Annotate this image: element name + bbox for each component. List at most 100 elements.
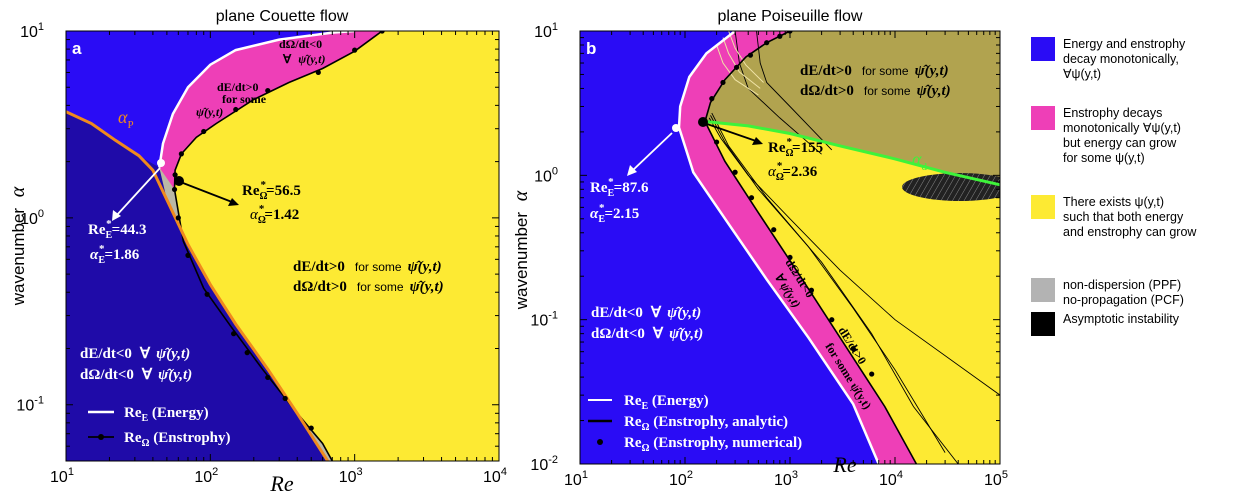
panel-b-enstrophy-marker — [869, 371, 875, 377]
panel-a-frame — [65, 30, 500, 462]
panel-b-alpha-e-value: αE*=2.15 — [590, 202, 639, 225]
panel-a-enstrophy-marker — [231, 331, 237, 337]
panel-a-alpha-om-value: αΩ*=1.42 — [250, 203, 299, 226]
panel-b-re-om-arrowhead — [752, 137, 763, 145]
panel-a-legend-energy: ReE (Energy) — [124, 405, 209, 424]
panel-a-ylabel-text: wavenumber — [9, 208, 28, 307]
panel-a-enstrophy-marker — [265, 87, 271, 94]
panel-a-alpha-p-label: αP — [118, 107, 134, 131]
panel-b-xtick: 103 — [774, 469, 798, 489]
panel-b-re-e-arrowhead — [627, 165, 637, 176]
panel-a-enstrophy-region — [159, 31, 383, 190]
panel-b-nondispersion-region — [705, 31, 1000, 185]
panel-b-ytick: 10-1 — [530, 310, 558, 330]
panel-a-legend-enstrophy: ReΩ (Enstrophy) — [124, 430, 231, 449]
legend-text: Energy and enstrophy — [1063, 37, 1186, 51]
svg-text:wavenumber α: wavenumber α — [7, 186, 29, 306]
panel-a-enstrophy-marker — [204, 291, 210, 297]
panel-b-thin-curve — [756, 31, 833, 151]
legend-text: but energy can grow — [1063, 136, 1177, 150]
panel-a-enstrophy-marker — [172, 172, 178, 178]
panel-a-pink-mid3: ψ̂(y,t) — [196, 105, 223, 119]
panel-a-enstrophy-marker — [175, 215, 181, 221]
panel-a-xtick: 102 — [194, 466, 218, 486]
panel-a-enstrophy-markers — [171, 31, 385, 431]
legend-text: decay monotonically, — [1063, 52, 1179, 66]
panel-b-enstrophy-marker — [732, 169, 738, 175]
panel-b-enstrophy-marker — [771, 227, 777, 233]
panel-b-olive-line2: dΩ/dt>0 for some ψ̂(y,t) — [800, 83, 951, 99]
panel-a-pink-mid1: dE/dt>0 — [217, 80, 259, 94]
panel-a-enstrophy-marker — [171, 186, 178, 193]
panel-a-ytick: 100 — [20, 208, 44, 228]
panel-b-enstrophy-marker — [709, 96, 715, 102]
panel-a-re-om-value: ReΩ*=56.5 — [242, 179, 301, 202]
legend-swatch — [1031, 312, 1055, 336]
panel-b-enstrophy-marker — [747, 52, 754, 58]
panel-a-enstrophy-marker — [233, 106, 239, 113]
legend-swatch — [1031, 195, 1055, 219]
panel-b-light-contour — [728, 31, 764, 83]
legend-text: Asymptotic instability — [1063, 312, 1180, 326]
panel-a-pink-mid2: for some — [222, 92, 267, 106]
legend-text: There exists ψ(y,t) — [1063, 195, 1164, 209]
panel-b-xlabel: Re — [832, 452, 856, 477]
panel-b-light-contour — [722, 37, 761, 89]
panel-b-xtick: 102 — [669, 469, 693, 489]
panel-a-xtick: 101 — [50, 466, 74, 486]
panel-b-thin-curve — [708, 117, 1000, 396]
legend-text: such that both energy — [1063, 210, 1184, 224]
panel-b-legend-energy: ReE (Energy) — [624, 393, 709, 412]
legend-text: no-propagation (PCF) — [1063, 293, 1184, 307]
panel-a-pink-upper: dΩ/dt<0 — [279, 37, 322, 51]
panel-a-re-e-arrowhead — [112, 210, 121, 221]
panel-a-xlabel: Re — [269, 471, 293, 496]
panel-a-enstrophy-marker — [308, 425, 314, 431]
legend-swatch — [1031, 37, 1055, 61]
panel-a-enstrophy-marker — [315, 69, 321, 76]
panel-b-ytick: 101 — [534, 21, 558, 41]
panel-a-blue-line2: dΩ/dt<0 ∀ ψ̂(y,t) — [80, 367, 192, 383]
legend-swatch — [1031, 278, 1055, 302]
panel-b-ylabel-symbol: α — [510, 190, 532, 201]
legend-text: Enstrophy decays — [1063, 106, 1162, 120]
panel-b-enstrophy-markers — [702, 31, 875, 377]
panel-b-enstrophy-marker — [808, 287, 815, 293]
panel-b-alpha-d-curve — [704, 120, 1000, 187]
panel-a-inset-legend: ReE (Energy) ReΩ (Enstrophy) — [88, 405, 231, 449]
panel-b-re-e-arrow — [631, 132, 673, 172]
panel-a-enstrophy-marker — [282, 395, 288, 402]
panel-a-ytick: 101 — [20, 21, 44, 41]
panel-b-enstrophy-marker — [764, 40, 770, 46]
panel-b-xtick: 104 — [879, 469, 903, 489]
panel-b-title: plane Poiseuille flow — [718, 8, 863, 25]
legend-text: and enstrophy can grow — [1063, 225, 1197, 239]
panel-a-enstrophy-marker — [178, 151, 184, 157]
panel-b-poiseuille: 101 102 103 104 105 10-2 10-1 100 101 plane Pois… — [510, 8, 1008, 489]
panel-b-enstrophy-marker — [748, 195, 755, 201]
panel-a-enstrophy-marker — [379, 31, 385, 34]
panel-b-ytick: 10-2 — [530, 454, 558, 474]
panel-a-couette: 101 102 103 104 10-1 100 101 plane Couette flo… — [7, 8, 507, 496]
panel-b-thin-curve — [711, 112, 959, 464]
panel-a-enstrophy-marker — [244, 350, 250, 356]
panel-b-ytick: 100 — [534, 165, 558, 185]
panel-a-alpha-e-value: αE*=1.86 — [90, 243, 140, 266]
panel-a-xtick: 103 — [339, 466, 363, 486]
panel-b-inset-legend: ReE (Energy) ReΩ (Enstrophy, analytic) R… — [588, 393, 802, 454]
panel-a-ylabel: wavenumber α — [7, 186, 29, 306]
panel-b-legend-analytic: ReΩ (Enstrophy, analytic) — [624, 414, 788, 433]
svg-text:wavenumber α: wavenumber α — [510, 190, 532, 310]
panel-b-blue-line1: dE/dt<0 ∀ ψ̂(y,t) — [591, 305, 701, 321]
panel-a-enstrophy-marker — [352, 47, 358, 53]
panel-a-re-om-arrowhead — [228, 198, 239, 206]
panel-b-enstrophy-marker — [829, 317, 835, 323]
panel-b-alpha-om-value: αΩ*=2.36 — [768, 160, 818, 183]
panel-b-letter: b — [586, 39, 596, 58]
panel-a-ylabel-symbol: α — [7, 186, 29, 197]
panel-a-yellow-line2: dΩ/dt>0 for some ψ̂(y,t) — [293, 279, 444, 295]
panel-a-re-e-value: ReE*=44.3 — [88, 218, 146, 241]
panel-b-re-om-value: ReΩ*=155 — [768, 136, 823, 159]
